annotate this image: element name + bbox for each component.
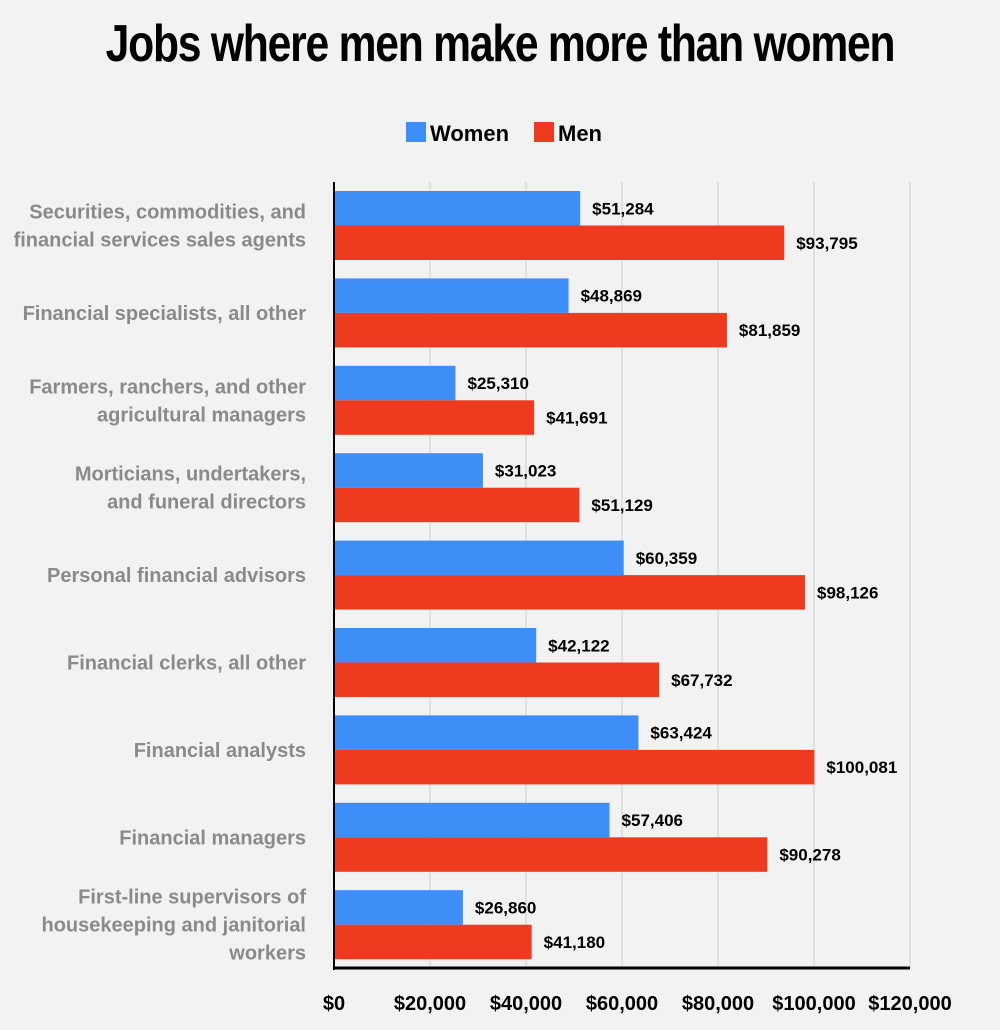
x-tick-label: $60,000 (586, 993, 658, 1015)
value-label-men: $81,859 (739, 321, 800, 340)
legend: Women Men (406, 121, 602, 146)
category-label: Farmers, ranchers, and other agricultural… (29, 376, 306, 426)
value-label-women: $57,406 (622, 811, 683, 830)
bar-men (334, 225, 785, 260)
x-tick-label: $100,000 (772, 993, 855, 1015)
value-label-men: $41,180 (544, 933, 605, 952)
category-label: Financial clerks, all other (67, 653, 306, 675)
bar-men (334, 487, 580, 523)
value-label-men: $67,732 (671, 671, 732, 690)
legend-label-men: Men (558, 121, 602, 146)
category-label: Financial analysts (134, 740, 306, 762)
bar-women (334, 191, 581, 226)
category-labels: Securities, commodities, and financial se… (14, 202, 307, 965)
legend-swatch-men (534, 122, 554, 142)
value-label-women: $26,860 (475, 898, 536, 917)
chart-title: Jobs where men make more than women (105, 15, 896, 73)
category-label: First-line supervisors of housekeeping an… (42, 887, 307, 965)
value-label-men: $90,278 (779, 846, 840, 865)
x-axis-ticks: $0 $20,000 $40,000 $60,000 $80,000 $100,000 $1… (323, 993, 952, 1015)
value-label-women: $60,359 (636, 549, 697, 568)
category-label: Securities, commodities, and financial se… (14, 202, 306, 252)
x-tick-label: $40,000 (490, 993, 562, 1015)
value-label-women: $25,310 (467, 374, 528, 393)
value-label-men: $93,795 (796, 234, 857, 253)
value-label-men: $51,129 (591, 496, 652, 515)
bar-women (334, 278, 569, 313)
value-label-men: $100,081 (826, 758, 897, 777)
x-tick-label: $20,000 (394, 993, 466, 1015)
legend-swatch-women (406, 122, 426, 142)
category-label: Personal financial advisors (47, 565, 306, 587)
value-label-women: $42,122 (548, 636, 609, 655)
x-tick-label: $80,000 (682, 993, 754, 1015)
bars: $51,284 $93,795 $48,869 $81,859 $25,310 $41,6… (333, 182, 910, 970)
value-label-women: $48,869 (581, 287, 642, 306)
bar-women (334, 802, 610, 838)
value-label-women: $51,284 (592, 199, 654, 218)
category-label: Morticians, undertakers, and funeral dire… (75, 464, 306, 514)
bar-men (334, 837, 768, 872)
bar-men (334, 400, 535, 435)
bar-women (334, 453, 483, 488)
bar-women (334, 365, 456, 401)
bar-men (334, 312, 727, 348)
value-label-men: $98,126 (817, 583, 878, 602)
value-label-women: $63,424 (650, 724, 712, 743)
bar-women (334, 890, 463, 925)
bar-men (334, 924, 532, 960)
value-label-women: $31,023 (495, 461, 556, 480)
legend-label-women: Women (430, 121, 509, 146)
bar-women (334, 715, 639, 750)
bar-men (334, 575, 806, 610)
x-tick-label: $120,000 (868, 993, 951, 1015)
bar-men (334, 662, 660, 697)
category-label: Financial managers (119, 827, 306, 849)
category-label: Financial specialists, all other (23, 303, 307, 325)
bar-women (334, 628, 537, 663)
bar-women (334, 540, 624, 576)
value-label-men: $41,691 (546, 409, 607, 428)
bar-men (334, 749, 815, 785)
x-tick-label: $0 (323, 993, 345, 1015)
